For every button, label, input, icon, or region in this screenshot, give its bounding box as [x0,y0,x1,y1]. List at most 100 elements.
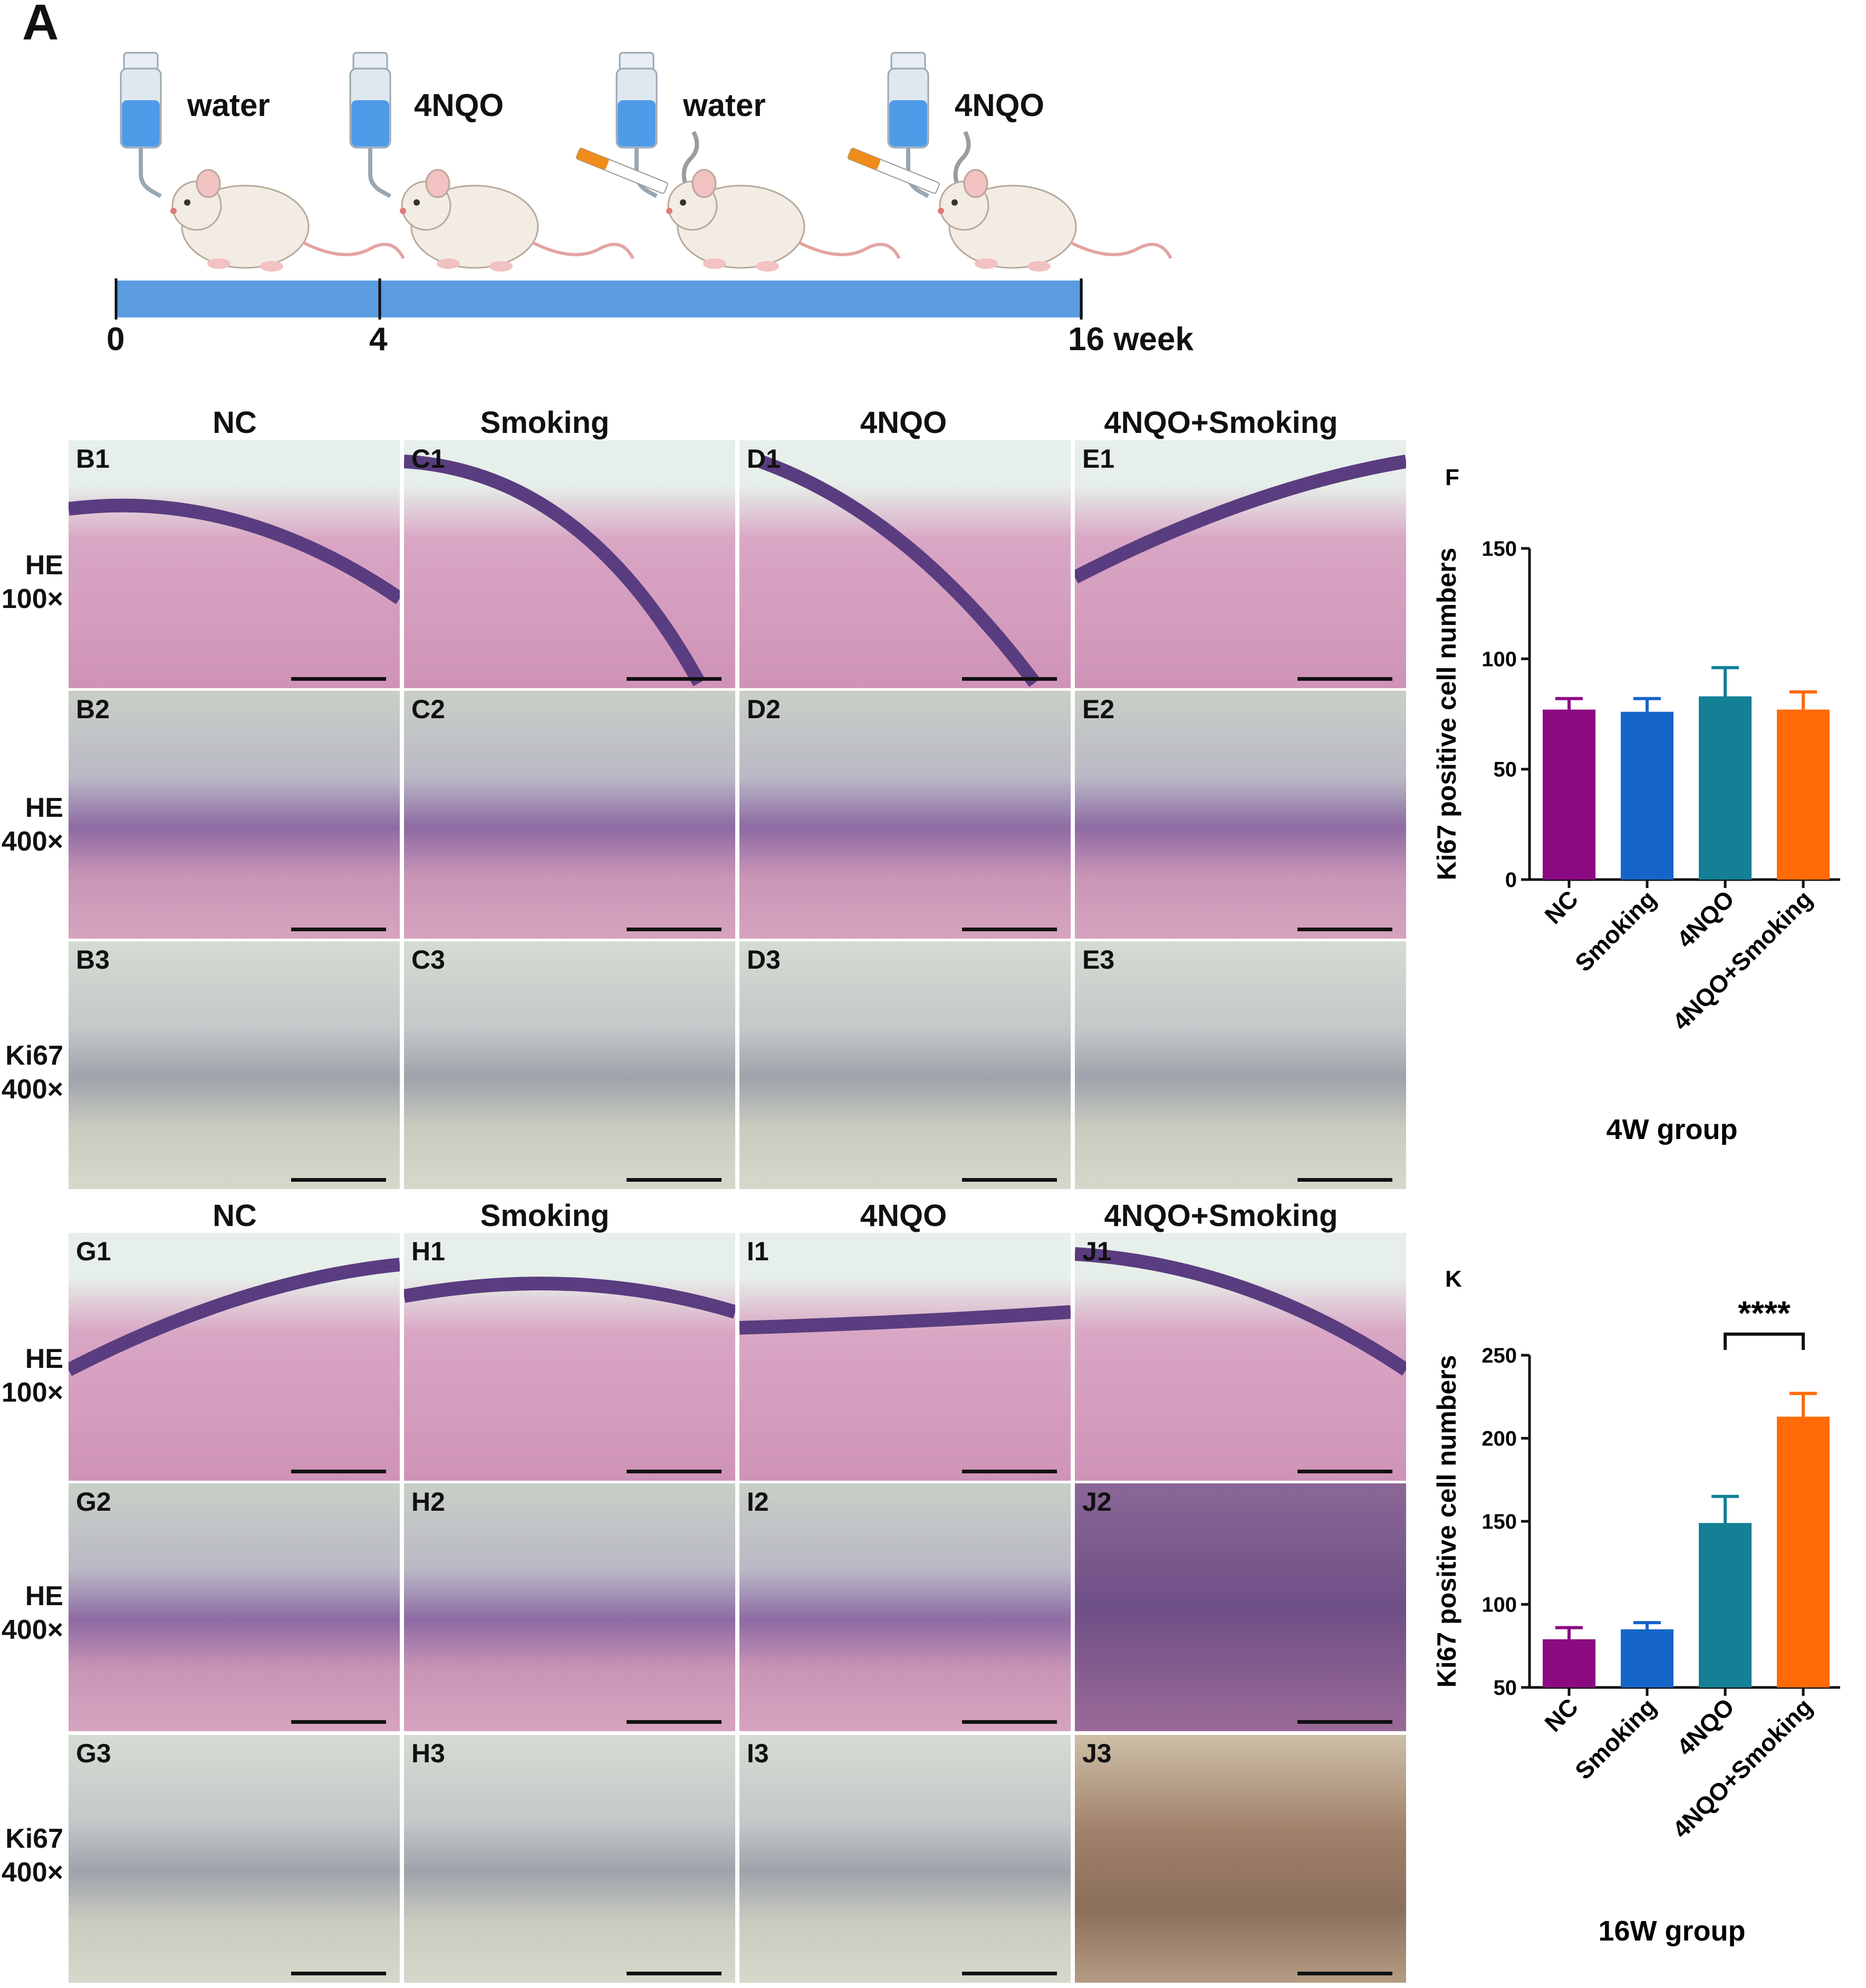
tile-code: D1 [747,444,781,474]
bottom-col-title-4nqo: 4NQO [860,1199,947,1233]
row-stain: HE [25,793,63,823]
tile-code: I1 [747,1237,769,1266]
row-mag: 100× [1,1377,63,1408]
y-tick-label: 250 [1482,1344,1517,1367]
tissue-texture [739,1305,1071,1335]
bar-4nqo-smoking [1777,709,1830,880]
scale-bar [962,1720,1057,1724]
scale-bar [627,928,722,931]
micrograph-b2: B2 [69,691,400,939]
tile-code: I3 [747,1739,769,1768]
row-mag: 100× [1,584,63,614]
bar-smoking [1621,1629,1673,1687]
scale-bar [962,677,1057,681]
bar-nc [1543,1639,1595,1687]
bar-nc [1543,709,1595,880]
tile-code: D3 [747,945,781,974]
y-tick-label: 150 [1482,1510,1517,1533]
x-tick-label: 4NQO+Smoking [1667,1693,1817,1843]
row-stain: Ki67 [5,1823,63,1854]
tissue-texture [1075,1247,1406,1376]
micrograph-i1: I1 [739,1233,1071,1481]
panel-a-schematic [114,0,1213,320]
treatment-label-water-1: water [187,88,270,123]
row-stain: HE [25,550,63,581]
micrograph-j3: J3 [1075,1735,1406,1983]
row-mag: 400× [1,826,63,857]
scale-bar [1297,1470,1392,1473]
scale-bar [962,1972,1057,1975]
y-tick-label: 150 [1482,537,1517,561]
micrograph-d3: D3 [739,941,1071,1189]
tile-code: G3 [76,1739,111,1768]
micrograph-h2: H2 [404,1483,735,1731]
scale-bar [291,677,386,681]
micrograph-b1: B1 [69,440,400,688]
micrograph-e3: E3 [1075,941,1406,1189]
x-axis-label: 16W group [1599,1915,1746,1947]
scale-bar [627,677,722,681]
bar-4nqo [1699,696,1752,880]
top-row-label-3: Ki67 400× [0,1039,63,1106]
micrograph-c1: C1 [404,440,735,688]
tile-code: C2 [411,694,445,724]
tile-code: B1 [76,444,110,474]
tile-code: H1 [411,1237,445,1266]
row-mag: 400× [1,1615,63,1645]
tissue-texture [758,455,1041,687]
micrograph-i3: I3 [739,1735,1071,1983]
x-tick-label: NC [1539,1693,1583,1737]
bottom-row-label-2: HE 400× [0,1579,63,1647]
x-tick-label: 4NQO [1671,885,1739,953]
treatment-label-water-2: water [683,88,766,123]
y-axis-label: Ki67 positive cell numbers [1432,1355,1461,1688]
x-tick-label: 4NQO [1671,1693,1739,1761]
micrograph-e2: E2 [1075,691,1406,939]
micrograph-c2: C2 [404,691,735,939]
tile-code: G1 [76,1237,111,1266]
bottom-col-title-4nqo-smoking: 4NQO+Smoking [1104,1199,1338,1233]
tile-code: I2 [747,1487,769,1517]
row-stain: HE [25,1581,63,1611]
tile-code: E2 [1082,694,1115,724]
top-row-label-2: HE 400× [0,791,63,858]
tile-code: G2 [76,1487,111,1517]
scale-bar [627,1720,722,1724]
timeline-tick-16: 16 week [1068,321,1194,358]
tile-code: C3 [411,945,445,974]
y-tick-label: 100 [1482,1594,1517,1617]
row-mag: 400× [1,1074,63,1105]
y-tick-label: 50 [1494,1676,1517,1700]
x-tick-label: Smoking [1570,885,1661,977]
tile-code: E3 [1082,945,1115,974]
timeline-tick-4: 4 [369,321,388,358]
micrograph-d1: D1 [739,440,1071,688]
panel-letter: F [1445,465,1459,490]
micrograph-d2: D2 [739,691,1071,939]
bottom-row-label-1: HE 100× [0,1342,63,1410]
y-tick-label: 0 [1505,868,1517,892]
tissue-texture [1075,455,1406,584]
bottom-row-label-3: Ki67 400× [0,1822,63,1889]
y-axis-label: Ki67 positive cell numbers [1432,548,1461,881]
top-col-title-4nqo: 4NQO [860,406,947,440]
micrograph-e1: E1 [1075,440,1406,688]
top-row-label-1: HE 100× [0,548,63,616]
tissue-texture [404,1277,735,1319]
top-col-title-4nqo-smoking: 4NQO+Smoking [1104,406,1338,440]
tile-code: C1 [411,444,445,474]
scale-bar [1297,928,1392,931]
tile-code: J3 [1082,1739,1112,1768]
bar-smoking [1621,711,1673,880]
tile-code: J2 [1082,1487,1112,1517]
micrograph-i2: I2 [739,1483,1071,1731]
tissue-texture [69,1258,400,1376]
treatment-label-4nqo-2: 4NQO [955,88,1045,123]
scale-bar [291,928,386,931]
micrograph-g1: G1 [69,1233,400,1481]
scale-bar [1297,1178,1392,1182]
x-tick-label: 4NQO+Smoking [1667,885,1817,1035]
chart-f: F 0 50 100 150 Ki67 positive cell numbers NCSm… [1432,465,1840,1145]
scale-bar [1297,1972,1392,1975]
bottom-col-title-nc: NC [213,1199,257,1233]
